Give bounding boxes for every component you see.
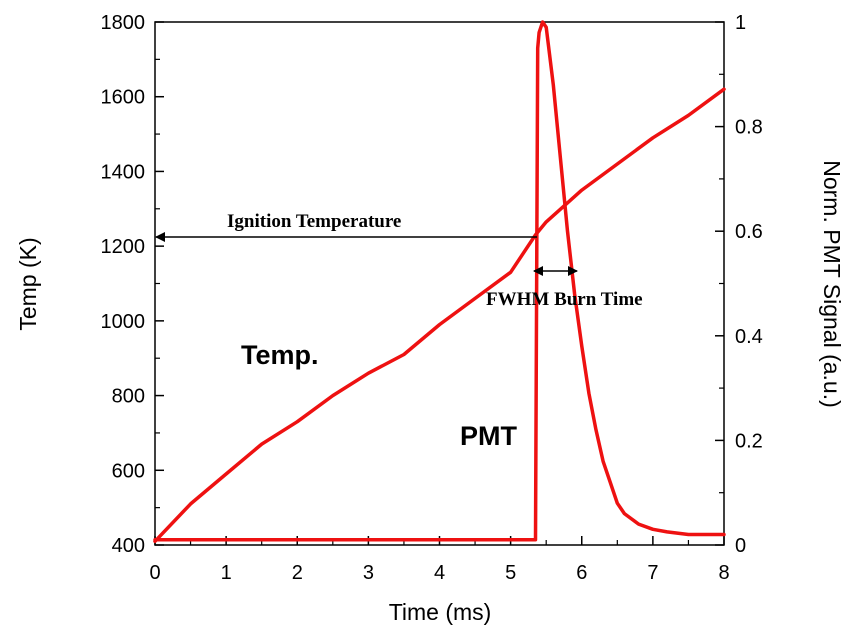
y2-tick-label: 0.8 — [735, 117, 763, 139]
plot-frame — [154, 21, 725, 546]
y2-tick-label: 0.6 — [735, 221, 763, 243]
x-tick-label: 3 — [363, 562, 374, 584]
y-tick-label: 600 — [112, 460, 145, 482]
pmt-series-label: PMT — [460, 421, 518, 451]
series-line-pmt — [153, 20, 726, 542]
y-tick-label: 1600 — [101, 87, 146, 109]
x-tick-label: 1 — [221, 562, 232, 584]
y-tick-label: 1000 — [101, 311, 146, 333]
temp-series-label: Temp. — [241, 340, 319, 370]
y-tick-label: 1200 — [101, 236, 146, 258]
y2-tick-label: 0.4 — [735, 326, 763, 348]
y-tick-label: 400 — [112, 535, 145, 557]
x-tick-label: 6 — [576, 562, 587, 584]
x-tick-label: 2 — [292, 562, 303, 584]
x-tick-label: 5 — [505, 562, 516, 584]
x-tick-label: 7 — [647, 562, 658, 584]
y2-tick-label: 0.2 — [735, 430, 763, 452]
ignition-label: Ignition Temperature — [227, 211, 401, 232]
x-axis-title: Time (ms) — [389, 599, 492, 625]
y-tick-label: 800 — [112, 386, 145, 408]
x-tick-label: 4 — [434, 562, 445, 584]
fwhm-label: FWHM Burn Time — [486, 289, 643, 310]
x-tick-label: 8 — [718, 562, 729, 584]
y-tick-label: 1400 — [101, 161, 146, 183]
x-tick-label: 0 — [149, 562, 160, 584]
y2-axis-title: Norm. PMT Signal (a.u.) — [819, 160, 845, 408]
y2-tick-label: 0 — [735, 535, 746, 557]
series-line-temp — [153, 87, 726, 544]
y-tick-label: 1800 — [101, 12, 146, 34]
y-axis-title: Temp (K) — [15, 237, 41, 330]
y2-tick-label: 1 — [735, 12, 746, 34]
